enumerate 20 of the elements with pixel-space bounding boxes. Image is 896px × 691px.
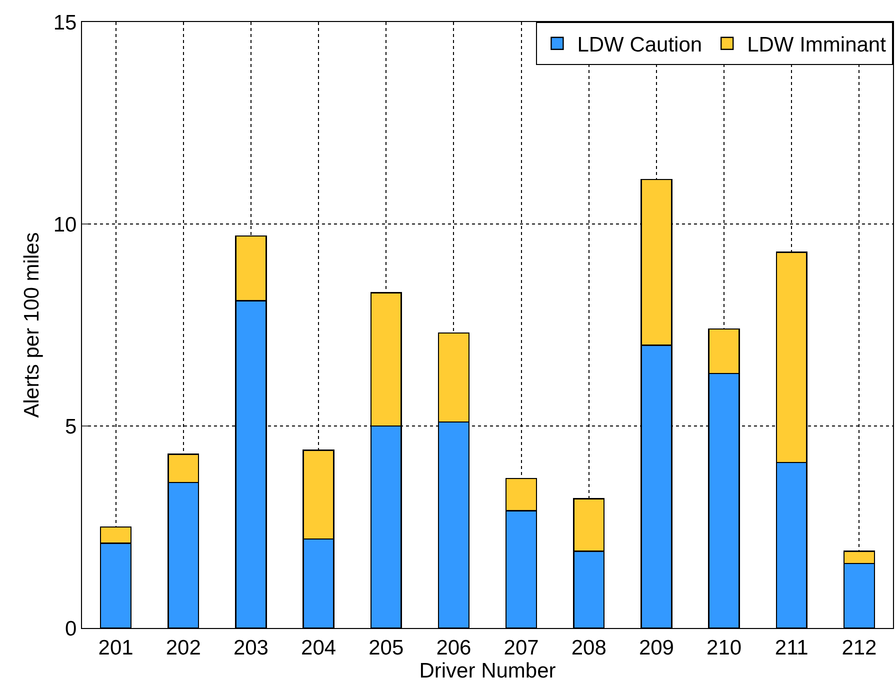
x-tick-label: 209 (638, 636, 674, 660)
y-tick-label: 15 (53, 11, 77, 34)
legend-label: LDW Caution (577, 34, 702, 57)
x-tick-label: 204 (301, 636, 336, 660)
x-tick-label: 211 (774, 636, 808, 660)
y-tick-label: 5 (65, 415, 77, 438)
x-axis-title: Driver Number (419, 659, 556, 682)
x-tick-label: 212 (842, 636, 877, 660)
x-tick-label: 205 (368, 636, 404, 660)
x-tick-label: 207 (504, 636, 539, 660)
legend-label: LDW Imminant (747, 34, 886, 57)
x-tick-label: 210 (706, 636, 742, 660)
y-tick-label: 10 (53, 213, 77, 236)
x-tick-label: 208 (571, 636, 606, 660)
x-tick-label: 202 (166, 636, 201, 660)
x-tick-label: 206 (436, 636, 472, 660)
y-axis-title: Alerts per 100 miles (20, 232, 44, 418)
x-tick-label: 203 (233, 636, 268, 660)
y-tick-label: 0 (65, 617, 77, 640)
x-tick-label: 201 (98, 636, 134, 660)
